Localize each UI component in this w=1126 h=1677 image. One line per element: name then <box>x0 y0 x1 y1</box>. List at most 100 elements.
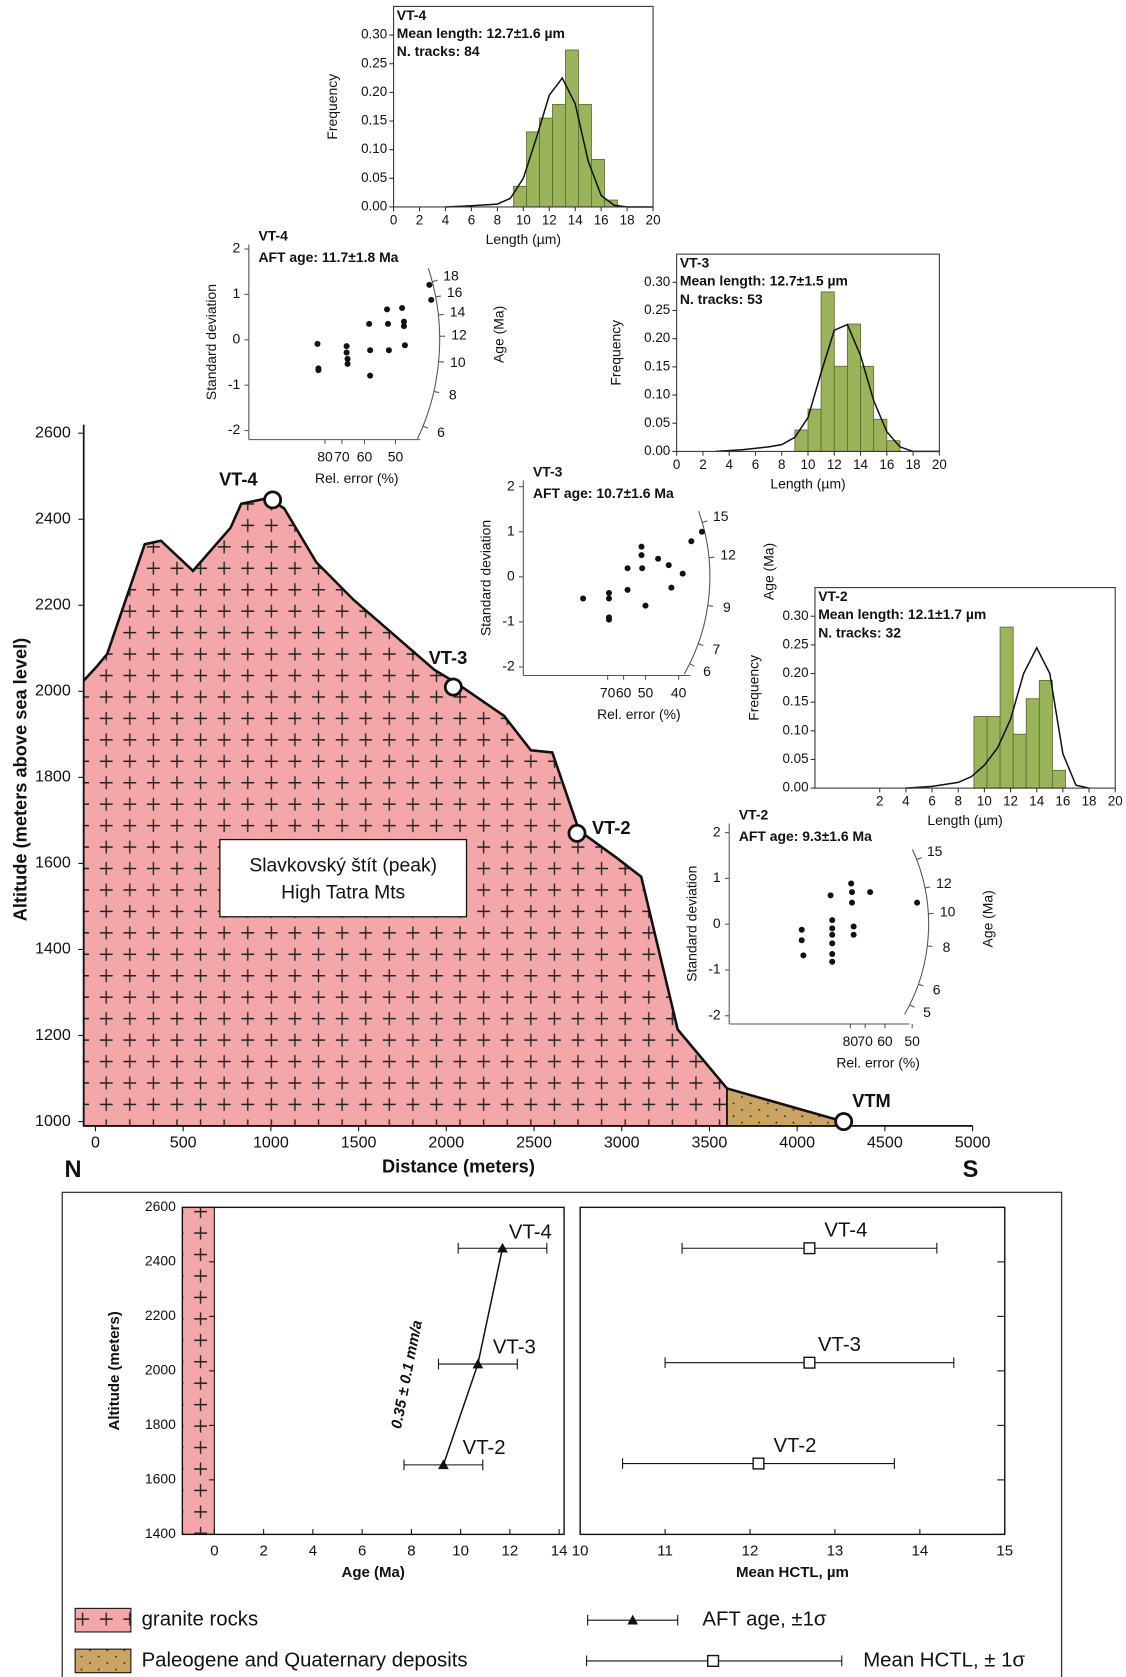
x-tick-label: 50 <box>904 1033 920 1049</box>
x-tick-label: 50 <box>638 684 654 700</box>
y-tick-label: 1600 <box>145 1471 176 1487</box>
age-tick-label: 6 <box>933 981 941 997</box>
x-axis-label: Length (µm) <box>927 812 1002 828</box>
x-tick-label: 500 <box>170 1133 197 1151</box>
x-tick-label: 0 <box>210 1543 218 1560</box>
data-point <box>829 917 835 923</box>
legend-label: Paleogene and Quaternary deposits <box>142 1649 468 1671</box>
age-tick-label: 18 <box>443 268 459 284</box>
x-tick-label: 10 <box>452 1543 469 1560</box>
y-tick-label: 0.15 <box>361 113 387 128</box>
y-tick-label: 1400 <box>145 1525 176 1541</box>
x-tick-label: 8 <box>494 212 501 227</box>
x-tick-label: 70 <box>334 449 350 465</box>
x-tick-label: 2500 <box>516 1133 552 1151</box>
x-tick-label: 5000 <box>955 1133 991 1151</box>
y-tick-label: 2200 <box>145 1307 176 1323</box>
data-point <box>799 937 805 943</box>
data-point <box>799 927 805 933</box>
y-tick-label: 0.25 <box>644 302 670 317</box>
age-tick-label: 16 <box>447 284 463 300</box>
y-tick-label: 1800 <box>35 768 71 786</box>
y-tick-label: 0.05 <box>361 170 387 185</box>
x-tick-label: 4000 <box>779 1133 815 1151</box>
sample-label: VT-2 <box>592 818 630 838</box>
histogram-bar <box>1026 699 1039 788</box>
y-axis-label: Standard deviation <box>478 520 494 636</box>
age-tick <box>708 606 713 607</box>
x-tick-label: 14 <box>551 1543 568 1560</box>
x-tick-label: 10 <box>977 794 992 809</box>
x-tick-label: 12 <box>502 1543 519 1560</box>
legend-label: granite rocks <box>142 1609 259 1631</box>
y-axis-label: Standard deviation <box>203 284 219 400</box>
panel-annotation: N. tracks: 32 <box>818 624 901 640</box>
x-tick-label: 12 <box>827 457 842 472</box>
histogram-bar <box>565 50 578 207</box>
x-tick-label: 14 <box>1029 794 1044 809</box>
y-tick-label: 0.25 <box>782 636 808 651</box>
x-tick-label: 40 <box>671 684 687 700</box>
x-axis-label: Mean HCTL, µm <box>736 1564 849 1581</box>
age-tick-label: 15 <box>927 843 943 859</box>
data-point <box>800 952 806 958</box>
panel-title: VT-4 <box>258 228 288 244</box>
y2-axis-label: Age (Ma) <box>979 890 995 947</box>
point-label: VT-3 <box>818 1334 861 1356</box>
data-point <box>345 361 351 367</box>
x-axis-label: Age (Ma) <box>342 1564 405 1581</box>
y-tick-label: -1 <box>502 613 515 629</box>
x-tick-label: 2 <box>259 1543 267 1560</box>
age-tick <box>698 644 703 646</box>
rock-area <box>84 498 727 1126</box>
legend-marker <box>708 1656 719 1667</box>
y-tick-label: 0.20 <box>361 84 387 99</box>
x-tick-label: 18 <box>1082 794 1097 809</box>
x-tick-label: 6 <box>928 794 935 809</box>
age-tick-label: 9 <box>723 599 731 615</box>
data-point <box>848 880 854 886</box>
age-tick <box>438 314 443 315</box>
y-tick-label: 0.15 <box>782 694 808 709</box>
y-axis-label: Altitude (meters) <box>106 1311 123 1430</box>
y-tick-label: 0.10 <box>782 722 808 737</box>
annotation-box <box>220 840 467 917</box>
x-tick-label: 20 <box>646 212 661 227</box>
data-point <box>849 900 855 906</box>
y-tick-label: 0.00 <box>782 780 808 795</box>
y2-axis-label: Age (Ma) <box>490 306 506 363</box>
y-tick-label: 0.15 <box>644 358 670 373</box>
histogram-bar <box>887 441 900 452</box>
age-tick-label: 15 <box>713 508 729 524</box>
sample-label: VTM <box>852 1091 890 1111</box>
y-tick-label: 1200 <box>35 1026 71 1044</box>
y-tick-label: 2000 <box>35 682 71 700</box>
histogram-bar <box>1013 734 1026 788</box>
x-tick-label: 80 <box>317 449 333 465</box>
age-tick <box>432 280 437 281</box>
x-tick-label: 10 <box>801 457 816 472</box>
point-label: VT-3 <box>493 1336 536 1358</box>
x-tick-label: 20 <box>1108 794 1123 809</box>
legend-label: AFT age, ±1σ <box>702 1609 827 1631</box>
plot-frame <box>580 1207 1005 1534</box>
y-tick-label: 1800 <box>145 1416 176 1432</box>
y-tick-label: 2 <box>233 240 241 256</box>
age-tick <box>927 946 932 947</box>
histogram-bar <box>578 104 591 207</box>
figure: 1000120014001600180020002200240026000500… <box>0 0 1126 1677</box>
square-marker <box>804 1243 815 1254</box>
x-axis-label: Rel. error (%) <box>836 1054 920 1070</box>
x-tick-label: 16 <box>594 212 609 227</box>
data-point <box>315 367 321 373</box>
data-point <box>580 595 586 601</box>
sample-point <box>836 1114 852 1130</box>
y-tick-label: -1 <box>228 376 241 392</box>
x-tick-label: 80 <box>843 1033 859 1049</box>
age-tick <box>439 362 444 363</box>
x-tick-label: 3000 <box>604 1133 640 1151</box>
y-tick-label: -2 <box>502 658 515 674</box>
x-tick-label: 6 <box>752 457 759 472</box>
panel-annotation: N. tracks: 53 <box>680 291 763 307</box>
y-tick-label: 1 <box>507 522 515 538</box>
